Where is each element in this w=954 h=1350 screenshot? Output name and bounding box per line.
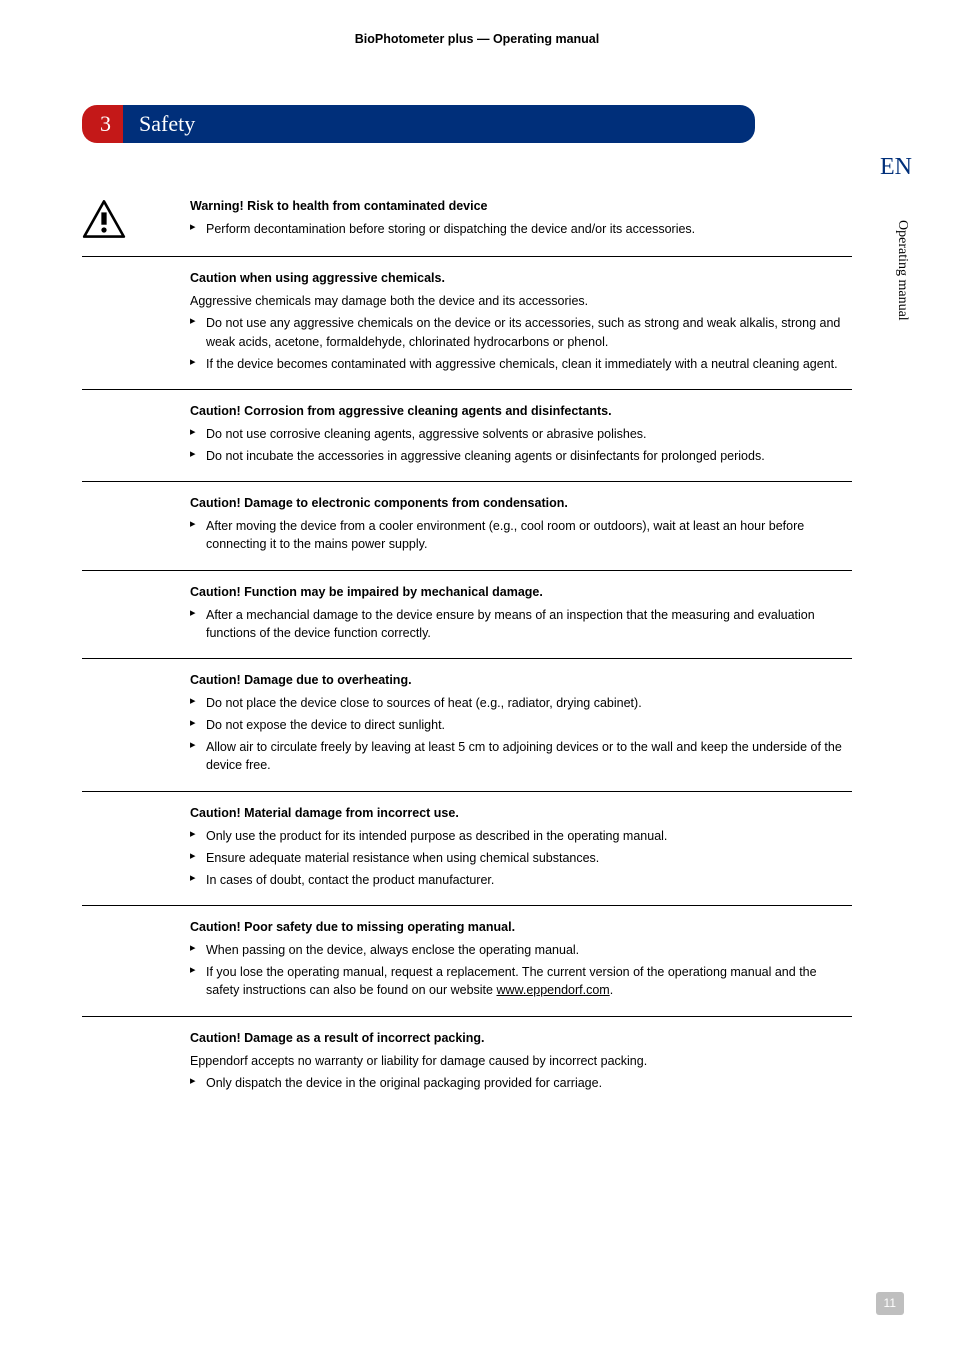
section-title: Caution! Poor safety due to missing oper… (190, 918, 852, 936)
section-bullet-list: When passing on the device, always enclo… (190, 941, 852, 999)
side-label: Operating manual (892, 220, 912, 321)
section-text-column: Caution! Damage as a result of incorrect… (190, 1029, 852, 1096)
section-bullet-list: Only dispatch the device in the original… (190, 1074, 852, 1092)
section-bullet-item: Only dispatch the device in the original… (190, 1074, 852, 1092)
section-title: Caution when using aggressive chemicals. (190, 269, 852, 287)
section-bullet-item: Do not place the device close to sources… (190, 694, 852, 712)
safety-section: Caution! Corrosion from aggressive clean… (82, 390, 852, 482)
section-title: Caution! Damage as a result of incorrect… (190, 1029, 852, 1047)
section-icon-column (82, 494, 190, 557)
section-bullet-item: Do not use any aggressive chemicals on t… (190, 314, 852, 350)
section-bullet-item: In cases of doubt, contact the product m… (190, 871, 852, 889)
section-title: Caution! Material damage from incorrect … (190, 804, 852, 822)
safety-section: Caution! Material damage from incorrect … (82, 792, 852, 907)
section-bullet-item: When passing on the device, always enclo… (190, 941, 852, 959)
safety-section: Caution! Damage to electronic components… (82, 482, 852, 570)
safety-section: Caution! Poor safety due to missing oper… (82, 906, 852, 1017)
section-bullet-item: Ensure adequate material resistance when… (190, 849, 852, 867)
section-bullet-item: Do not incubate the accessories in aggre… (190, 447, 852, 465)
section-bullet-list: Do not use corrosive cleaning agents, ag… (190, 425, 852, 465)
section-bullet-item: Do not expose the device to direct sunli… (190, 716, 852, 734)
section-text-column: Caution! Poor safety due to missing oper… (190, 918, 852, 1004)
chapter-number: 3 (82, 105, 123, 143)
section-bullet-item: After moving the device from a cooler en… (190, 517, 852, 553)
section-title: Caution! Corrosion from aggressive clean… (190, 402, 852, 420)
website-link[interactable]: www.eppendorf.com (496, 983, 609, 997)
safety-section: Caution when using aggressive chemicals.… (82, 257, 852, 390)
section-bullet-item: Do not use corrosive cleaning agents, ag… (190, 425, 852, 443)
section-icon-column (82, 402, 190, 469)
warning-icon (82, 199, 190, 244)
section-icon-column (82, 583, 190, 646)
language-indicator: EN (880, 150, 912, 185)
safety-section: Caution! Function may be impaired by mec… (82, 571, 852, 659)
section-bullet-list: Do not place the device close to sources… (190, 694, 852, 775)
section-icon-column (82, 918, 190, 1004)
section-title: Caution! Damage to electronic components… (190, 494, 852, 512)
section-bullet-item: If you lose the operating manual, reques… (190, 963, 852, 999)
section-text-column: Caution! Function may be impaired by mec… (190, 583, 852, 646)
chapter-heading: 3 Safety (82, 105, 755, 143)
section-bullet-item: Only use the product for its intended pu… (190, 827, 852, 845)
content-area: Warning! Risk to health from contaminate… (82, 185, 852, 1108)
section-bullet-list: After a mechancial damage to the device … (190, 606, 852, 642)
chapter-title: Safety (123, 105, 755, 143)
section-text-column: Caution! Corrosion from aggressive clean… (190, 402, 852, 469)
section-intro: Aggressive chemicals may damage both the… (190, 292, 852, 310)
section-icon-column (82, 804, 190, 894)
page-number: 11 (876, 1292, 904, 1315)
section-title: Caution! Function may be impaired by mec… (190, 583, 852, 601)
safety-section: Caution! Damage due to overheating. Do no… (82, 659, 852, 792)
section-icon-column (82, 269, 190, 377)
safety-section: Caution! Damage as a result of incorrect… (82, 1017, 852, 1108)
section-text-column: Caution! Material damage from incorrect … (190, 804, 852, 894)
bullet-text-after: . (610, 983, 613, 997)
section-bullet-list: Do not use any aggressive chemicals on t… (190, 314, 852, 372)
section-bullet-list: After moving the device from a cooler en… (190, 517, 852, 553)
section-text-column: Warning! Risk to health from contaminate… (190, 197, 852, 244)
section-bullet-item: Perform decontamination before storing o… (190, 220, 852, 238)
section-text-column: Caution when using aggressive chemicals.… (190, 269, 852, 377)
section-title: Warning! Risk to health from contaminate… (190, 197, 852, 215)
section-text-column: Caution! Damage due to overheating. Do no… (190, 671, 852, 779)
section-bullet-list: Only use the product for its intended pu… (190, 827, 852, 889)
section-bullet-list: Perform decontamination before storing o… (190, 220, 852, 238)
section-icon-column (82, 1029, 190, 1096)
section-title: Caution! Damage due to overheating. (190, 671, 852, 689)
section-bullet-item: After a mechancial damage to the device … (190, 606, 852, 642)
safety-section: Warning! Risk to health from contaminate… (82, 185, 852, 257)
section-intro: Eppendorf accepts no warranty or liabili… (190, 1052, 852, 1070)
document-header: BioPhotometer plus — Operating manual (0, 0, 954, 48)
section-bullet-item: If the device becomes contaminated with … (190, 355, 852, 373)
section-text-column: Caution! Damage to electronic components… (190, 494, 852, 557)
section-bullet-item: Allow air to circulate freely by leaving… (190, 738, 852, 774)
section-icon-column (82, 671, 190, 779)
section-icon-column (82, 197, 190, 244)
